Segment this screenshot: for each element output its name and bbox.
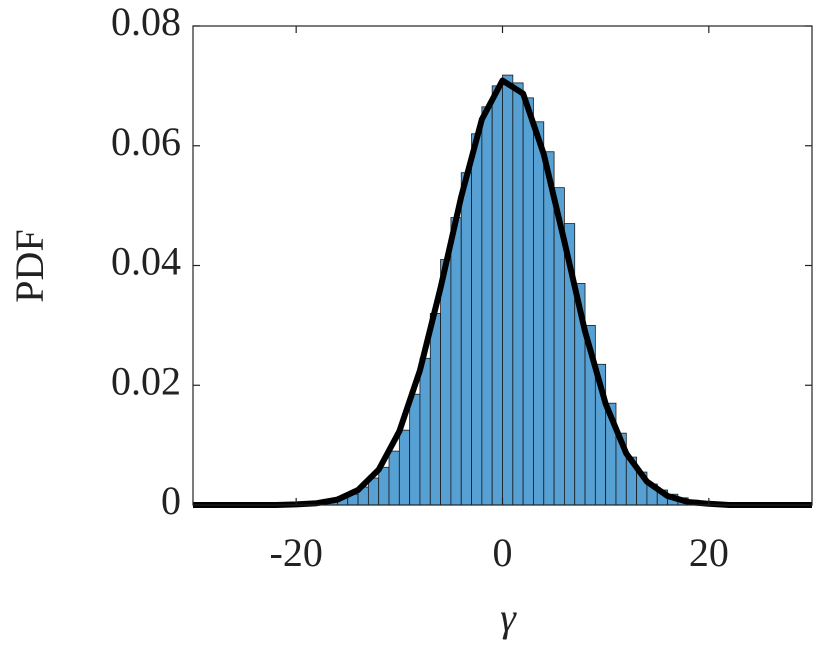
x-axis-label: γ: [500, 595, 517, 640]
x-tick-label: -20: [270, 530, 323, 575]
histogram-bar: [533, 121, 545, 506]
histogram-bar: [502, 74, 514, 506]
y-tick-label: 0: [161, 478, 181, 523]
histogram-bar: [543, 151, 555, 506]
histogram-bar: [398, 429, 411, 506]
y-axis-label: PDF: [7, 229, 52, 302]
fit-curve: [193, 77, 812, 508]
y-tick-label: 0.06: [111, 119, 181, 164]
histogram-bar: [522, 97, 534, 506]
y-tick-label: 0.04: [111, 239, 181, 284]
histogram-bar: [388, 450, 400, 506]
histogram-bar: [440, 259, 452, 506]
histogram-bar: [491, 85, 503, 506]
histogram-bar: [450, 217, 462, 506]
histogram-bar: [409, 393, 421, 506]
histogram-bar: [429, 312, 441, 506]
histogram-bar: [481, 106, 493, 506]
histogram-bar: [460, 172, 472, 506]
histogram-bar: [378, 466, 390, 506]
x-tick-label: 20: [689, 530, 729, 575]
x-tick-label: 0: [493, 530, 513, 575]
histogram-bar: [512, 82, 524, 506]
histogram-bar: [471, 133, 483, 506]
y-tick-label: 0.02: [111, 358, 181, 403]
histogram-bar: [419, 357, 431, 506]
y-tick-label: 0.08: [111, 0, 181, 44]
